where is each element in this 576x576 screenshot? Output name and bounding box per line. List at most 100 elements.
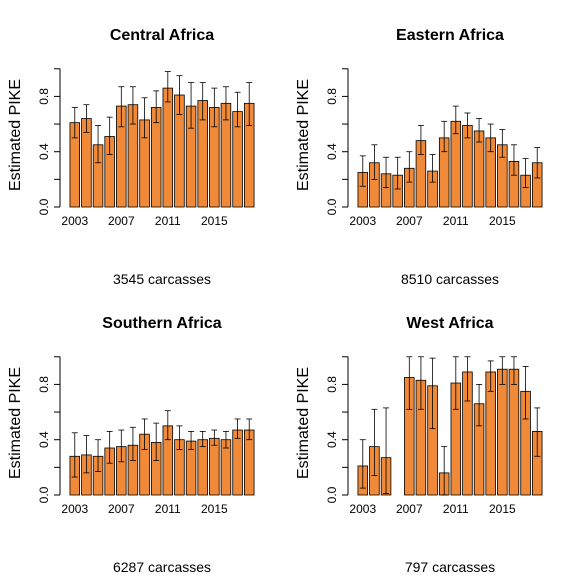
x-tick-label: 2003 <box>349 502 376 516</box>
error-bar-2003 <box>71 107 78 139</box>
error-bar-2017 <box>234 91 241 128</box>
y-tick-label: 0.4 <box>37 143 51 160</box>
error-bar-2012 <box>464 356 471 402</box>
carcass-count: 8510 carcasses <box>401 271 499 287</box>
error-bar-2009 <box>429 357 436 430</box>
y-tick-label: 0.8 <box>325 376 339 393</box>
x-tick-label: 2007 <box>108 214 135 228</box>
error-bar-2017 <box>522 158 529 189</box>
panel-eastern-africa: 0.0 0.4 0.8 2003 2007 2011 2015 Eastern Africa E… <box>295 27 543 287</box>
x-tick-label: 2015 <box>489 214 516 228</box>
error-bar-2017 <box>522 366 529 420</box>
bar-2015 <box>497 368 508 496</box>
error-bar-2011 <box>452 105 459 135</box>
x-tick-label: 2007 <box>396 214 423 228</box>
y-tick-label: 0.4 <box>325 143 339 160</box>
error-bar-2009 <box>141 418 148 450</box>
x-tick-label: 2003 <box>61 214 88 228</box>
bar-2017 <box>232 429 243 496</box>
y-axis-label: Estimated PIKE <box>295 79 312 191</box>
panel-west-africa: 0.0 0.4 0.8 2003 2007 2011 2015 West Africa Esti… <box>295 315 543 575</box>
panel-southern-africa: 0.0 0.4 0.8 2003 2007 2011 2015 Southern Africa… <box>7 315 255 575</box>
bar-2015 <box>209 437 220 496</box>
error-bar-2012 <box>464 112 471 139</box>
error-bar-2005 <box>383 156 390 189</box>
error-bar-2018 <box>534 407 541 457</box>
error-bar-2014 <box>199 431 206 448</box>
error-bar-2017 <box>234 418 241 439</box>
y-tick-label: 0.8 <box>325 88 339 105</box>
x-tick-label: 2011 <box>443 502 469 516</box>
y-tick-label: 0.0 <box>37 486 51 503</box>
error-bar-2005 <box>95 439 102 472</box>
error-bar-2013 <box>476 118 483 143</box>
error-bar-2007 <box>406 151 413 183</box>
y-axis-label: Estimated PIKE <box>7 367 24 479</box>
x-tick-label: 2003 <box>61 502 88 516</box>
error-bar-2012 <box>176 425 183 450</box>
y-axis: 0.0 0.4 0.8 <box>325 68 349 215</box>
y-axis-label: Estimated PIKE <box>7 79 24 191</box>
error-bar-2003 <box>359 439 366 489</box>
bar-2016 <box>508 368 520 496</box>
error-bar-2009 <box>141 97 148 139</box>
error-bar-2005 <box>95 125 102 164</box>
x-tick-label: 2015 <box>201 502 228 516</box>
y-tick-label: 0.0 <box>325 486 339 503</box>
error-bar-2016 <box>510 356 517 385</box>
error-bar-2014 <box>487 123 494 153</box>
error-bar-2006 <box>394 156 401 190</box>
error-bar-2007 <box>118 86 125 128</box>
error-bar-2014 <box>199 82 206 121</box>
error-bar-2007 <box>406 356 413 410</box>
error-bar-2018 <box>534 147 541 179</box>
error-bar-2004 <box>83 435 90 474</box>
y-tick-label: 0.0 <box>37 198 51 215</box>
y-axis: 0.0 0.4 0.8 <box>37 356 61 503</box>
error-bar-2015 <box>499 356 506 385</box>
error-bar-2008 <box>417 125 424 155</box>
carcass-count: 3545 carcasses <box>113 271 211 287</box>
x-tick-label: 2015 <box>489 502 516 516</box>
y-axis: 0.0 0.4 0.8 <box>37 68 61 215</box>
error-bar-2014 <box>487 360 494 392</box>
x-tick-label: 2011 <box>155 502 181 516</box>
error-bar-2011 <box>452 356 459 410</box>
error-bar-2004 <box>371 144 378 180</box>
x-tick-label: 2011 <box>443 214 469 228</box>
error-bar-2011 <box>164 71 171 103</box>
error-bar-2015 <box>211 429 218 446</box>
error-bar-2009 <box>429 154 436 183</box>
error-bar-2007 <box>118 429 125 463</box>
y-axis: 0.0 0.4 0.8 <box>325 356 349 503</box>
error-bar-2003 <box>359 155 366 187</box>
error-bar-2015 <box>499 129 506 158</box>
bar-2011 <box>450 120 462 208</box>
x-tick-label: 2007 <box>396 502 423 516</box>
x-tick-label: 2007 <box>108 502 135 516</box>
bar-2014 <box>197 439 208 496</box>
error-bar-2010 <box>153 90 160 124</box>
error-bar-2010 <box>153 422 160 461</box>
error-bar-2004 <box>371 408 378 477</box>
error-bar-2016 <box>222 431 229 449</box>
x-tick-label: 2015 <box>201 214 228 228</box>
chart-title: West Africa <box>406 315 493 332</box>
error-bar-2015 <box>211 87 218 128</box>
error-bar-2003 <box>71 432 78 478</box>
error-bar-2005 <box>383 407 390 495</box>
error-bar-2004 <box>83 104 90 133</box>
error-bar-2006 <box>106 431 113 464</box>
error-bar-2012 <box>176 75 183 115</box>
y-tick-label: 0.8 <box>37 376 51 393</box>
y-axis-label: Estimated PIKE <box>295 367 312 479</box>
error-bar-2013 <box>188 82 195 129</box>
y-tick-label: 0.0 <box>325 198 339 215</box>
x-tick-label: 2003 <box>349 214 376 228</box>
error-bar-2011 <box>164 410 171 441</box>
panel-central-africa: 0.0 0.4 0.8 2003 2007 2011 2015 Central Africa E… <box>7 27 255 287</box>
y-tick-label: 0.4 <box>37 431 51 448</box>
error-bar-2013 <box>188 431 195 450</box>
error-bar-2016 <box>222 86 229 121</box>
x-tick-label: 2011 <box>155 214 181 228</box>
